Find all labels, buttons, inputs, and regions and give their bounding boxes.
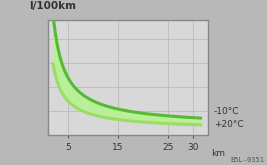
Text: km: km (211, 149, 225, 158)
Text: -10°C: -10°C (214, 107, 239, 116)
Text: +20°C: +20°C (214, 120, 243, 129)
Text: l/100km: l/100km (29, 0, 76, 11)
Text: B5L-0351: B5L-0351 (230, 157, 264, 163)
